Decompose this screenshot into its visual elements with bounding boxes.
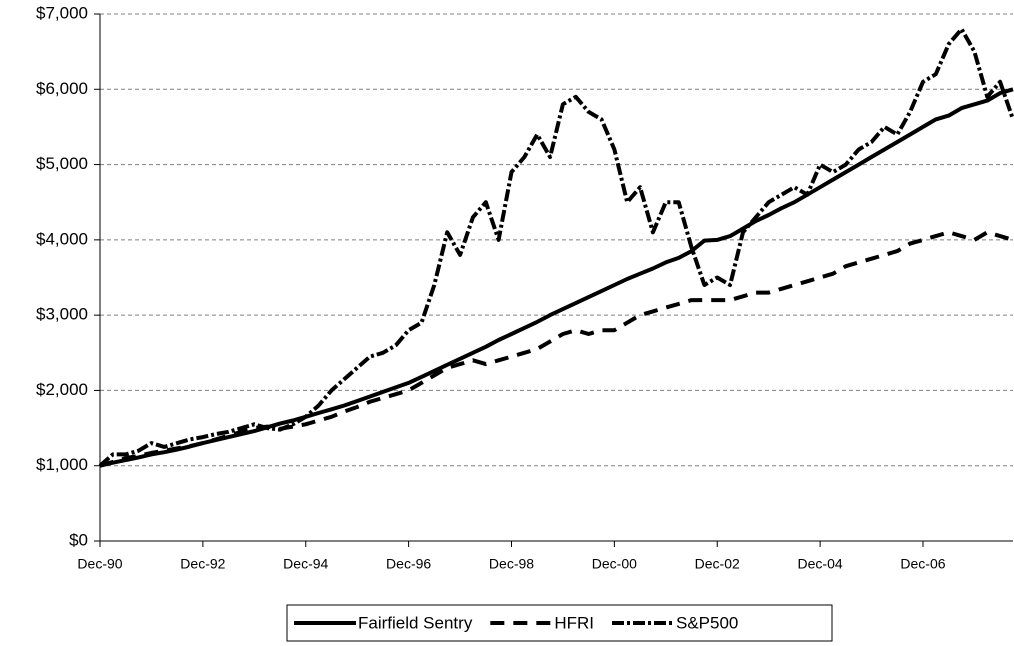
x-tick-label: Dec-00 bbox=[592, 556, 637, 572]
series-line bbox=[99, 87, 1014, 468]
y-tick-label: $2,000 bbox=[36, 380, 88, 399]
y-tick-label: $5,000 bbox=[36, 154, 88, 173]
y-tick-label: $0 bbox=[69, 530, 88, 549]
series-line bbox=[99, 230, 1014, 468]
legend-label: S&P500 bbox=[676, 613, 738, 632]
x-tick-label: Dec-92 bbox=[180, 556, 225, 572]
x-tick-label: Dec-90 bbox=[77, 556, 122, 572]
legend-box bbox=[286, 604, 833, 642]
legend-label: Fairfield Sentry bbox=[358, 613, 473, 632]
y-tick-label: $6,000 bbox=[36, 79, 88, 98]
y-tick-label: $3,000 bbox=[36, 305, 88, 324]
series-line bbox=[98, 27, 1014, 468]
x-tick-label: Dec-02 bbox=[695, 556, 740, 572]
x-tick-label: Dec-94 bbox=[283, 556, 328, 572]
y-tick-label: $4,000 bbox=[36, 229, 88, 248]
legend: Fairfield Sentry HFRI S&P500 bbox=[286, 604, 833, 642]
legend-label: HFRI bbox=[554, 613, 594, 632]
x-tick-label: Dec-98 bbox=[489, 556, 534, 572]
x-tick-label: Dec-06 bbox=[900, 556, 945, 572]
y-tick-label: $1,000 bbox=[36, 455, 88, 474]
x-tick-label: Dec-96 bbox=[386, 556, 431, 572]
x-tick-label: Dec-04 bbox=[798, 556, 843, 572]
y-tick-label: $7,000 bbox=[36, 3, 88, 22]
